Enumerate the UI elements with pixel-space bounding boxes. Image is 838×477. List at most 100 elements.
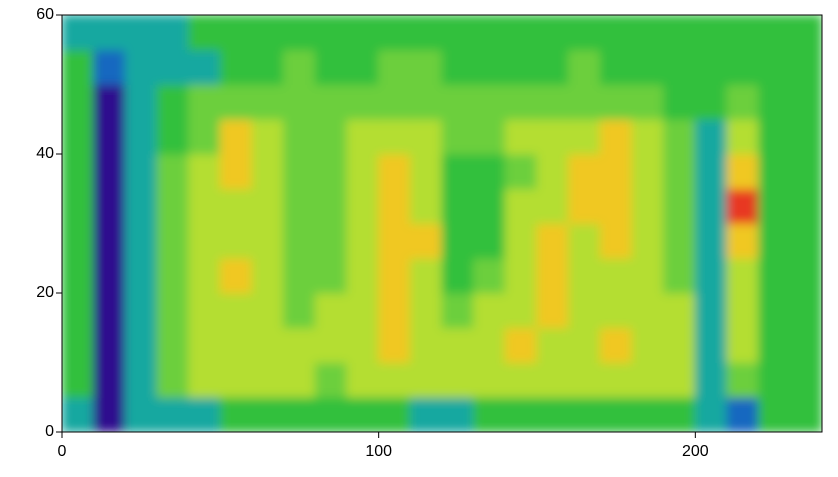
heatmap-cell bbox=[441, 84, 475, 120]
heatmap-cell bbox=[188, 223, 221, 259]
heatmap-cell bbox=[568, 153, 601, 190]
heatmap-cell bbox=[188, 292, 221, 329]
heatmap-cell bbox=[758, 362, 791, 398]
heatmap-cell bbox=[504, 49, 538, 85]
heatmap-cell bbox=[219, 257, 253, 294]
heatmap-cell bbox=[504, 84, 538, 120]
heatmap-cell bbox=[473, 327, 506, 363]
heatmap-cell bbox=[409, 396, 443, 432]
heatmap-cell bbox=[568, 15, 601, 51]
heatmap-cell bbox=[219, 118, 253, 155]
heatmap-cell bbox=[346, 153, 380, 190]
heatmap-cell bbox=[536, 118, 570, 155]
heatmap-cell bbox=[694, 327, 728, 363]
heatmap-cell bbox=[251, 223, 285, 259]
heatmap-cell bbox=[473, 396, 506, 432]
heatmap-cell bbox=[473, 84, 506, 120]
heatmap-cell bbox=[441, 292, 475, 329]
heatmap-cell bbox=[726, 292, 760, 329]
heatmap-cell bbox=[156, 188, 190, 224]
heatmap-cell bbox=[789, 223, 822, 259]
heatmap-cell bbox=[663, 292, 696, 329]
heatmap-cell bbox=[124, 396, 158, 432]
heatmap-cell bbox=[62, 84, 95, 120]
heatmap-cell bbox=[156, 15, 190, 51]
heatmap-cell bbox=[504, 327, 538, 363]
heatmap-cell bbox=[789, 49, 822, 85]
heatmap-cell bbox=[631, 396, 665, 432]
heatmap-cell bbox=[346, 396, 380, 432]
heatmap-cell bbox=[251, 153, 285, 190]
heatmap-cell bbox=[156, 153, 190, 190]
heatmap-cell bbox=[219, 396, 253, 432]
heatmap-cell bbox=[663, 153, 696, 190]
heatmap-cell bbox=[758, 327, 791, 363]
heatmap-cell bbox=[124, 118, 158, 155]
heatmap-cell bbox=[758, 153, 791, 190]
heatmap-cell bbox=[283, 223, 316, 259]
heatmap-cell bbox=[473, 223, 506, 259]
heatmap-cell bbox=[188, 15, 221, 51]
heatmap-cell bbox=[219, 49, 253, 85]
heatmap-cell bbox=[283, 84, 316, 120]
heatmap-cell bbox=[726, 153, 760, 190]
heatmap-cell bbox=[124, 84, 158, 120]
heatmap-cell bbox=[378, 223, 411, 259]
heatmap-cell bbox=[188, 396, 221, 432]
heatmap-cell bbox=[378, 15, 411, 51]
heatmap-cell bbox=[726, 327, 760, 363]
heatmap-cell bbox=[504, 292, 538, 329]
heatmap-cell bbox=[694, 49, 728, 85]
heatmap-cell bbox=[62, 118, 95, 155]
heatmap-cell bbox=[219, 188, 253, 224]
heatmap-cell bbox=[694, 223, 728, 259]
heatmap-cell bbox=[504, 118, 538, 155]
heatmap-cell bbox=[188, 118, 221, 155]
y-tick-label: 60 bbox=[36, 6, 54, 23]
heatmap-cell bbox=[663, 49, 696, 85]
heatmap-cell bbox=[93, 188, 126, 224]
heatmap-cell bbox=[536, 396, 570, 432]
heatmap-cell bbox=[188, 188, 221, 224]
heatmap-cell bbox=[156, 49, 190, 85]
heatmap-cell bbox=[93, 84, 126, 120]
heatmap-cell bbox=[726, 188, 760, 224]
heatmap-cell bbox=[631, 118, 665, 155]
heatmap-cell bbox=[536, 223, 570, 259]
heatmap-cell bbox=[599, 15, 633, 51]
heatmap-cell bbox=[441, 327, 475, 363]
heatmap-cell bbox=[473, 153, 506, 190]
heatmap-cell bbox=[789, 396, 822, 432]
heatmap-cell bbox=[93, 362, 126, 398]
heatmap-cell bbox=[124, 362, 158, 398]
heatmap-cell bbox=[789, 153, 822, 190]
y-tick-label: 0 bbox=[45, 423, 54, 440]
heatmap-cell bbox=[251, 15, 285, 51]
heatmap-cell bbox=[346, 223, 380, 259]
heatmap-cell bbox=[156, 362, 190, 398]
heatmap-cell bbox=[251, 118, 285, 155]
heatmap-cell bbox=[378, 292, 411, 329]
heatmap-cell bbox=[631, 15, 665, 51]
heatmap-cell bbox=[124, 49, 158, 85]
y-tick-label: 20 bbox=[36, 284, 54, 301]
heatmap-cell bbox=[663, 327, 696, 363]
heatmap-cell bbox=[631, 153, 665, 190]
heatmap-cell bbox=[409, 292, 443, 329]
heatmap-cell bbox=[726, 396, 760, 432]
heatmap-cell bbox=[631, 292, 665, 329]
heatmap-cell bbox=[251, 362, 285, 398]
heatmap-cell bbox=[93, 118, 126, 155]
heatmap-cell bbox=[631, 327, 665, 363]
heatmap-cell bbox=[694, 118, 728, 155]
heatmap-cell bbox=[346, 257, 380, 294]
heatmap-cell bbox=[694, 257, 728, 294]
heatmap-cell bbox=[314, 15, 348, 51]
heatmap-cell bbox=[283, 362, 316, 398]
heatmap-cell bbox=[536, 292, 570, 329]
y-tick-label: 40 bbox=[36, 145, 54, 162]
heatmap-cell bbox=[441, 223, 475, 259]
heatmap-cell bbox=[568, 223, 601, 259]
heatmap-cell bbox=[156, 327, 190, 363]
heatmap-cell bbox=[536, 257, 570, 294]
